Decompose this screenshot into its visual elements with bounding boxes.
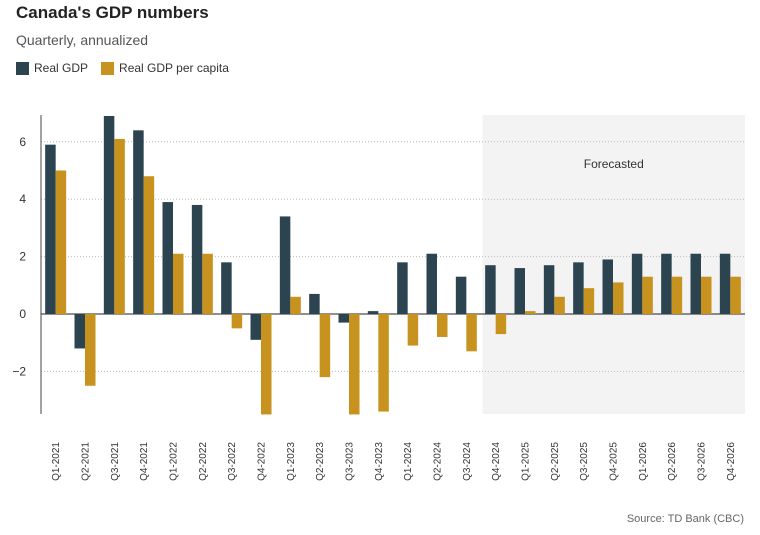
- legend-item-real-gdp: Real GDP: [16, 61, 88, 75]
- bar-real-gdp: [103, 115, 115, 314]
- x-tick-label: Q4-2021: [139, 442, 150, 481]
- bar-real-gdp-per-capita: [642, 276, 653, 314]
- x-tick-label: Q4-2025: [609, 442, 620, 481]
- y-tick-label: 2: [19, 250, 26, 264]
- y-tick-label: 6: [19, 135, 26, 149]
- source-note: Source: TD Bank (CBC): [626, 513, 744, 525]
- bar-real-gdp: [338, 314, 349, 323]
- bar-real-gdp: [455, 276, 467, 314]
- x-tick-label: Q1-2023: [286, 442, 297, 481]
- bar-real-gdp: [309, 293, 320, 314]
- x-tick-label: Q3-2021: [110, 442, 121, 481]
- chart-subtitle: Quarterly, annualized: [16, 32, 149, 48]
- x-tick-label: Q3-2026: [697, 442, 708, 481]
- bar-real-gdp: [191, 204, 203, 314]
- bar-real-gdp: [514, 268, 525, 314]
- bar-real-gdp: [45, 144, 56, 314]
- bar-real-gdp-per-capita: [173, 253, 184, 314]
- bar-real-gdp-per-capita: [466, 314, 477, 352]
- bar-real-gdp-per-capita: [378, 314, 389, 412]
- bar-real-gdp: [367, 311, 379, 314]
- chart-title: Canada's GDP numbers: [16, 3, 209, 22]
- bar-real-gdp: [279, 216, 291, 314]
- forecast-band: [482, 115, 745, 414]
- legend-item-real-gdp-per-capita: Real GDP per capita: [101, 61, 229, 75]
- bar-real-gdp-per-capita: [437, 314, 448, 337]
- bar-real-gdp: [543, 265, 555, 314]
- legend-swatch-real-gdp-per-capita: [101, 61, 115, 75]
- bar-real-gdp: [250, 314, 261, 340]
- x-tick-label: Q2-2021: [81, 442, 92, 481]
- x-tick-label: Q2-2022: [198, 442, 209, 481]
- bar-real-gdp-per-capita: [671, 276, 683, 314]
- bar-real-gdp-per-capita: [525, 311, 536, 314]
- legend-label-real-gdp: Real GDP: [34, 61, 89, 75]
- bar-real-gdp: [397, 262, 408, 314]
- y-tick-label: −2: [12, 364, 26, 378]
- bar-real-gdp-per-capita: [495, 314, 507, 335]
- x-tick-label: Q2-2026: [667, 442, 678, 481]
- y-tick-label: 4: [19, 192, 26, 206]
- bar-real-gdp-per-capita: [143, 176, 155, 314]
- x-tick-label: Q2-2025: [550, 442, 561, 481]
- x-tick-label: Q1-2021: [51, 442, 62, 481]
- legend: Real GDP Real GDP per capita: [16, 61, 242, 75]
- bar-real-gdp-per-capita: [290, 296, 301, 314]
- bar-real-gdp-per-capita: [261, 314, 272, 415]
- x-tick-label: Q2-2023: [315, 442, 326, 481]
- bar-real-gdp: [485, 265, 496, 314]
- bar-real-gdp: [602, 259, 613, 314]
- bar-real-gdp-per-capita: [730, 276, 741, 314]
- bar-real-gdp-per-capita: [114, 138, 125, 314]
- bar-real-gdp: [133, 130, 144, 314]
- bar-real-gdp: [719, 253, 731, 314]
- bar-real-gdp: [573, 262, 584, 314]
- bar-real-gdp-per-capita: [554, 296, 565, 314]
- bar-real-gdp: [221, 262, 232, 314]
- bar-real-gdp: [690, 253, 701, 314]
- bar-real-gdp: [426, 253, 437, 314]
- forecast-label: Forecasted: [584, 157, 644, 171]
- x-tick-label: Q4-2026: [726, 442, 737, 481]
- bar-real-gdp-per-capita: [701, 276, 712, 314]
- bar-real-gdp-per-capita: [349, 314, 360, 415]
- x-tick-label: Q3-2024: [462, 442, 473, 481]
- bar-real-gdp: [631, 253, 643, 314]
- x-tick-label: Q1-2024: [403, 442, 414, 481]
- y-tick-label: 0: [19, 307, 26, 321]
- x-tick-label: Q4-2022: [257, 442, 268, 481]
- x-tick-label: Q4-2024: [491, 442, 502, 481]
- bar-real-gdp: [74, 314, 85, 349]
- bar-real-gdp-per-capita: [202, 253, 213, 314]
- bar-real-gdp-per-capita: [407, 314, 419, 346]
- x-tick-label: Q4-2023: [374, 442, 385, 481]
- x-tick-label: Q3-2025: [579, 442, 590, 481]
- bar-real-gdp-per-capita: [319, 314, 331, 378]
- bar-real-gdp: [162, 202, 173, 314]
- x-tick-label: Q3-2022: [227, 442, 238, 481]
- legend-swatch-real-gdp: [16, 61, 29, 75]
- bar-real-gdp-per-capita: [85, 314, 96, 386]
- bar-real-gdp-per-capita: [613, 282, 624, 314]
- bar-real-gdp-per-capita: [231, 314, 243, 329]
- bar-real-gdp-per-capita: [583, 288, 595, 314]
- bar-real-gdp: [661, 253, 672, 314]
- bar-real-gdp-per-capita: [55, 170, 67, 314]
- x-tick-label: Q1-2026: [638, 442, 649, 481]
- legend-label-real-gdp-per-capita: Real GDP per capita: [119, 61, 229, 75]
- x-tick-label: Q1-2022: [169, 442, 180, 481]
- x-tick-label: Q3-2023: [345, 442, 356, 481]
- x-tick-label: Q1-2025: [521, 442, 532, 481]
- x-tick-label: Q2-2024: [433, 442, 444, 481]
